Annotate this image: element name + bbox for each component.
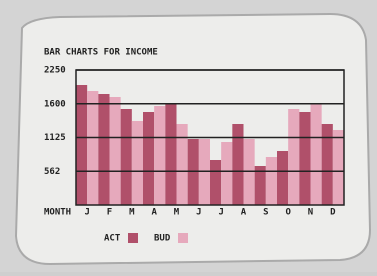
x-tick-label: F xyxy=(107,208,112,218)
x-tick-label: A xyxy=(151,208,157,218)
bar xyxy=(277,151,288,205)
x-tick-label: O xyxy=(285,208,291,218)
y-tick-label: 2250 xyxy=(44,66,66,76)
x-tick-label: S xyxy=(263,208,268,218)
bar xyxy=(177,124,188,205)
x-tick-label: A xyxy=(241,208,247,218)
bar xyxy=(232,124,243,205)
bar xyxy=(266,157,277,205)
y-tick-label: 562 xyxy=(44,167,60,177)
screenshot: BAR CHARTS FOR INCOME MONTH J F M A M J J A S O N D… xyxy=(0,0,377,272)
x-tick-label: D xyxy=(330,208,336,218)
bar xyxy=(121,109,132,205)
bar xyxy=(288,109,299,205)
bar xyxy=(132,121,143,205)
bar xyxy=(210,160,221,205)
y-tick-label: 1600 xyxy=(44,99,66,109)
bar xyxy=(87,91,98,205)
bar xyxy=(299,112,310,205)
x-tick-label: M xyxy=(174,208,180,218)
bar xyxy=(110,97,121,205)
bar xyxy=(311,103,322,205)
legend-label: ACT xyxy=(104,234,121,244)
bar xyxy=(154,106,165,205)
chart-title: BAR CHARTS FOR INCOME xyxy=(44,48,158,58)
bar xyxy=(221,142,232,205)
legend-swatch xyxy=(128,233,138,243)
bar xyxy=(322,124,333,205)
x-tick-label: M xyxy=(129,208,135,218)
x-tick-label: J xyxy=(218,208,223,218)
bar xyxy=(98,94,109,205)
bar xyxy=(143,112,154,205)
bar xyxy=(333,130,344,205)
legend-swatch xyxy=(178,233,188,243)
legend-label: BUD xyxy=(154,234,171,244)
bar xyxy=(165,103,176,205)
x-axis-label: MONTH xyxy=(44,208,71,218)
x-tick-label: J xyxy=(84,208,89,218)
x-tick-label: N xyxy=(308,208,313,218)
x-tick-label: J xyxy=(196,208,201,218)
y-tick-label: 1125 xyxy=(44,133,66,143)
